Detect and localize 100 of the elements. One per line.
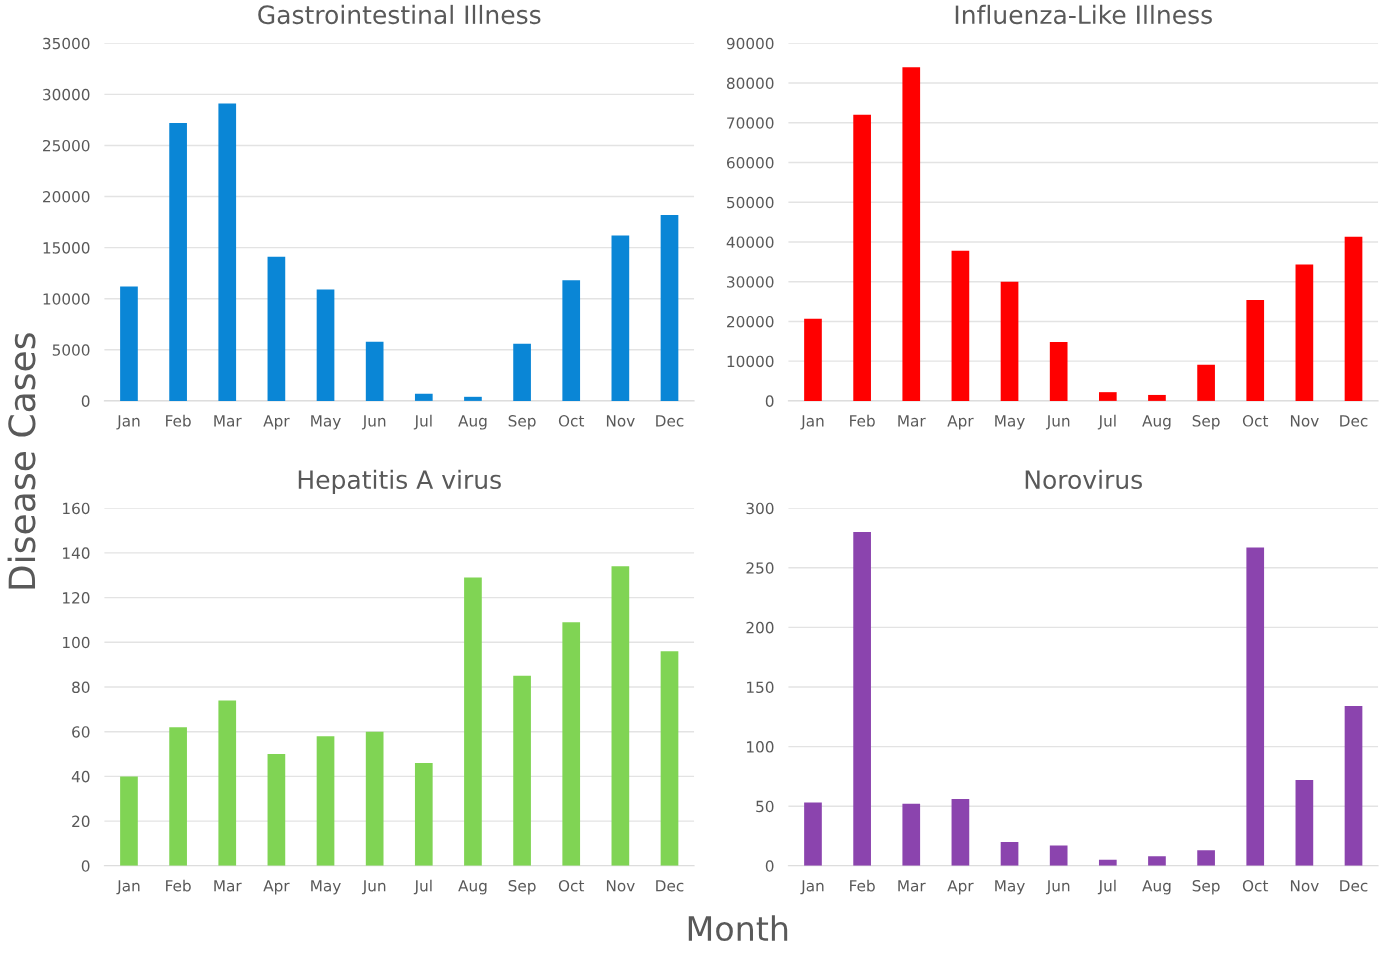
y-tick-label: 70000 <box>727 117 774 129</box>
x-tick-label: Jun <box>1045 415 1070 430</box>
x-tick-label: Jul <box>413 414 432 430</box>
bar <box>169 727 187 866</box>
x-tick-label: May <box>995 880 1025 895</box>
y-axis-title: Disease Cases <box>7 333 36 589</box>
y-tick-label: 200 <box>746 621 774 634</box>
x-tick-label: Aug <box>458 415 487 430</box>
bar <box>464 396 482 401</box>
bar <box>853 532 871 866</box>
y-tick-label: 20 <box>72 815 90 828</box>
bar <box>902 67 921 401</box>
bar <box>804 802 822 866</box>
y-tick-label: 0 <box>81 860 90 872</box>
bar <box>660 651 679 866</box>
y-tick-label: 0 <box>765 860 774 872</box>
x-tick-label: Dec <box>1340 415 1368 427</box>
bar <box>1000 841 1019 866</box>
x-tick-label: Aug <box>1142 880 1171 895</box>
bar <box>218 700 237 866</box>
bar <box>951 250 970 401</box>
bar <box>365 731 384 866</box>
bar <box>316 289 335 401</box>
y-tick-label: 150 <box>747 681 774 694</box>
bar <box>951 799 970 866</box>
bar <box>267 754 286 866</box>
x-tick-label: Jan <box>116 415 140 430</box>
x-tick-label: Aug <box>458 880 487 895</box>
x-tick-label: Jul <box>1097 414 1116 430</box>
x-tick-label: Jul <box>1097 879 1116 895</box>
y-tick-label: 0 <box>81 395 90 407</box>
bar <box>611 566 630 866</box>
x-tick-label: Jan <box>116 880 140 895</box>
x-tick-label: May <box>311 880 341 895</box>
chart-title: Influenza-Like Illness <box>955 4 1212 25</box>
bar <box>1148 856 1166 866</box>
bar <box>1344 706 1363 866</box>
bar <box>611 235 630 401</box>
bar <box>1246 547 1265 866</box>
x-tick-label: Nov <box>1290 415 1319 427</box>
y-tick-label: 40 <box>71 770 90 783</box>
bar <box>267 256 286 401</box>
bar <box>1295 264 1314 401</box>
chart-title: Hepatitis A virus <box>298 469 501 494</box>
x-tick-label: Oct <box>1242 879 1269 892</box>
y-tick-label: 40000 <box>726 236 774 248</box>
y-tick-label: 80 <box>72 681 90 694</box>
x-tick-label: Apr <box>947 415 974 430</box>
y-tick-label: 0 <box>765 395 774 407</box>
x-tick-label: Jul <box>413 879 432 895</box>
bar <box>1344 236 1363 401</box>
x-tick-label: Nov <box>606 415 635 427</box>
y-tick-label: 80000 <box>726 77 774 90</box>
x-tick-label: Sep <box>508 879 536 895</box>
bar <box>513 343 531 401</box>
x-tick-label: Dec <box>656 415 684 427</box>
x-tick-label: Feb <box>850 879 875 892</box>
x-tick-label: Mar <box>898 880 926 892</box>
bar <box>1246 299 1265 401</box>
bar <box>365 341 384 401</box>
y-tick-label: 10000 <box>727 355 774 368</box>
x-tick-label: May <box>311 415 341 430</box>
x-tick-label: Nov <box>1290 880 1319 892</box>
y-tick-label: 15000 <box>43 242 90 254</box>
bar <box>120 776 138 866</box>
bar <box>853 114 871 401</box>
x-tick-label: Mar <box>214 880 242 892</box>
y-tick-label: 300 <box>746 502 774 515</box>
x-tick-label: Apr <box>263 415 290 430</box>
y-tick-label: 35000 <box>43 37 90 50</box>
bar <box>1197 850 1215 866</box>
bar <box>120 286 138 401</box>
bar <box>1148 394 1166 401</box>
x-tick-label: Oct <box>558 879 585 892</box>
x-tick-label: Dec <box>656 880 684 892</box>
bar <box>1049 845 1068 866</box>
x-tick-label: Apr <box>947 880 974 895</box>
x-tick-label: Sep <box>508 415 536 430</box>
x-tick-label: Apr <box>263 880 290 895</box>
y-tick-label: 50 <box>756 800 774 813</box>
x-axis-title: Month <box>688 915 788 942</box>
y-tick-label: 30000 <box>727 276 774 288</box>
x-tick-label: Jan <box>800 415 824 430</box>
y-tick-label: 50000 <box>727 196 774 209</box>
bar <box>1197 364 1215 401</box>
bar <box>513 675 531 866</box>
y-tick-label: 100 <box>63 636 90 649</box>
bar <box>804 318 822 401</box>
x-tick-label: Feb <box>850 414 875 427</box>
y-tick-label: 120 <box>63 592 90 604</box>
bar <box>562 622 581 866</box>
bar <box>562 280 581 401</box>
chart-title: Gastrointestinal Illness <box>258 4 541 25</box>
x-tick-label: May <box>995 415 1025 430</box>
x-tick-label: Jun <box>361 880 386 895</box>
x-tick-label: Mar <box>898 415 926 427</box>
bar <box>660 214 679 401</box>
x-tick-label: Oct <box>1242 415 1269 427</box>
bar <box>1098 392 1117 401</box>
x-tick-label: Oct <box>558 415 585 427</box>
